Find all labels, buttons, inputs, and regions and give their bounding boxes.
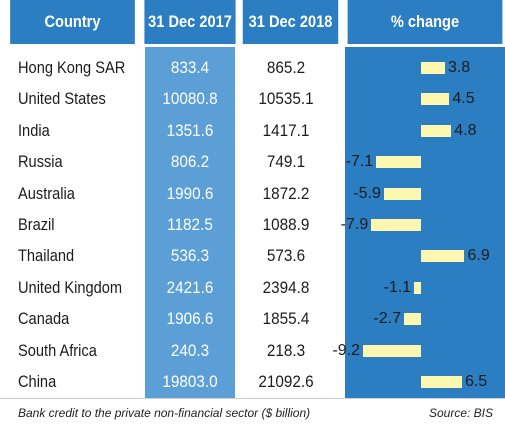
change-label: 4.5 bbox=[452, 90, 475, 108]
value-2018: 218.3 bbox=[266, 340, 306, 360]
footnote: Bank credit to the private non-financial… bbox=[18, 406, 311, 420]
value-2017: 536.3 bbox=[170, 246, 210, 266]
change-bar bbox=[421, 124, 452, 137]
change-label: -2.7 bbox=[373, 310, 401, 328]
change-bar bbox=[376, 156, 421, 169]
value-2017: 2421.6 bbox=[166, 277, 214, 297]
value-2017: 806.2 bbox=[170, 152, 210, 172]
change-label: 6.9 bbox=[467, 247, 490, 265]
footer: Bank credit to the private non-financial… bbox=[0, 398, 505, 428]
value-2018: 21092.6 bbox=[258, 372, 314, 391]
change-label: -7.1 bbox=[345, 153, 374, 171]
value-2018: 573.6 bbox=[266, 246, 306, 266]
change-bar bbox=[421, 62, 445, 74]
country-name: Brazil bbox=[18, 215, 55, 234]
change-label: -5.9 bbox=[353, 184, 381, 202]
value-2018: 1088.9 bbox=[262, 215, 310, 234]
change-bar bbox=[403, 313, 421, 326]
header-change: % change bbox=[347, 0, 503, 44]
value-2017: 1906.6 bbox=[166, 309, 214, 329]
change-bar bbox=[363, 344, 421, 357]
value-2017: 19803.0 bbox=[162, 372, 218, 391]
value-2018: 749.1 bbox=[266, 152, 306, 172]
column-2017-background bbox=[145, 47, 235, 398]
change-bar bbox=[414, 281, 421, 294]
header-2017: 31 Dec 2017 bbox=[144, 0, 236, 44]
change-bar bbox=[371, 219, 421, 231]
value-2017: 240.3 bbox=[170, 340, 210, 360]
change-label: 4.8 bbox=[454, 121, 477, 139]
source-note: Source: BIS bbox=[428, 406, 493, 420]
change-bar bbox=[421, 250, 465, 263]
change-bar bbox=[421, 376, 462, 388]
value-2018: 2394.8 bbox=[262, 277, 310, 297]
country-name: United Kingdom bbox=[18, 277, 123, 297]
value-2018: 1417.1 bbox=[262, 120, 310, 140]
header-country: Country bbox=[10, 0, 135, 44]
country-name: Australia bbox=[18, 183, 75, 203]
country-name: India bbox=[18, 120, 50, 140]
country-name: China bbox=[18, 372, 57, 391]
value-2017: 1182.5 bbox=[167, 215, 213, 234]
country-name: Russia bbox=[18, 152, 63, 172]
change-label: -1.1 bbox=[383, 278, 412, 296]
change-bar bbox=[383, 187, 421, 200]
country-name: South Africa bbox=[18, 340, 97, 360]
country-name: United States bbox=[18, 89, 106, 109]
change-label: 3.8 bbox=[447, 59, 471, 76]
value-2018: 1872.2 bbox=[262, 183, 310, 203]
header-2018: 31 Dec 2018 bbox=[242, 0, 339, 44]
value-2017: 833.4 bbox=[170, 58, 210, 77]
change-bar bbox=[421, 93, 450, 106]
country-name: Canada bbox=[18, 309, 70, 329]
country-name: Hong Kong SAR bbox=[18, 58, 126, 77]
change-label: 6.5 bbox=[464, 373, 488, 390]
value-2017: 1990.6 bbox=[166, 183, 214, 203]
value-2017: 1351.6 bbox=[166, 120, 214, 140]
change-label: -7.9 bbox=[340, 216, 369, 233]
value-2017: 10080.8 bbox=[162, 89, 218, 109]
value-2018: 865.2 bbox=[266, 58, 306, 77]
change-label: -9.2 bbox=[332, 341, 361, 359]
value-2018: 1855.4 bbox=[262, 309, 310, 329]
country-name: Thailand bbox=[18, 246, 75, 266]
value-2018: 10535.1 bbox=[258, 89, 314, 109]
